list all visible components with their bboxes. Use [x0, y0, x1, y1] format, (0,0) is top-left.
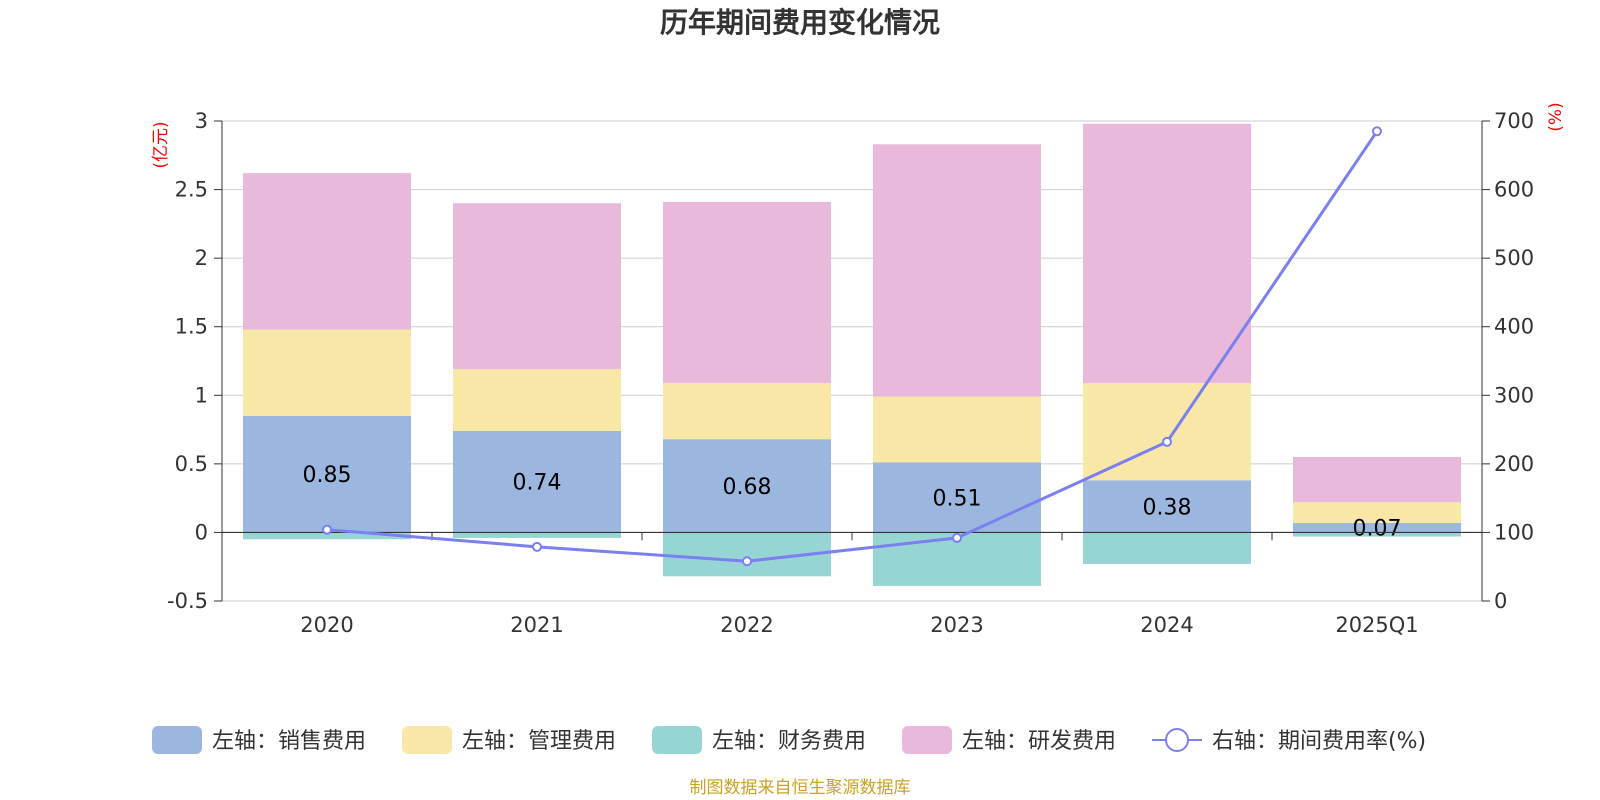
- legend-swatch: [402, 726, 452, 754]
- right-tick-label: 600: [1494, 178, 1534, 202]
- bar-0-2025Q1: [1293, 522, 1461, 533]
- rate-point: [742, 556, 752, 567]
- rate-point: [1372, 126, 1382, 137]
- category-label: 2024: [1140, 613, 1193, 637]
- legend-swatch: [152, 726, 202, 754]
- category-label: 2025Q1: [1335, 613, 1418, 637]
- bar-1-2020: [243, 329, 411, 416]
- legend-label: 左轴：研发费用: [962, 729, 1116, 754]
- bar-value-label: 0.51: [933, 486, 982, 511]
- bar-2-2021: [453, 532, 621, 538]
- left-axis-ticks: 3 2.5 2 1.5 1 0.5 0 -0.5: [167, 109, 222, 613]
- left-tick-label: 1: [195, 383, 208, 407]
- bar-1-2021: [453, 369, 621, 431]
- bar-3-2021: [453, 203, 621, 370]
- right-tick-label: 500: [1494, 246, 1534, 270]
- category-label: 2020: [300, 613, 353, 637]
- bar-0-2020: [243, 415, 411, 533]
- bar-2-2024: [1083, 532, 1251, 564]
- bar-value-label: 0.74: [513, 471, 562, 496]
- legend-swatch: [902, 726, 952, 754]
- bar-3-2020: [243, 173, 411, 330]
- bar-value-label: 0.68: [723, 475, 772, 500]
- bar-value-label: 0.85: [303, 463, 352, 488]
- bar-0-2022: [663, 439, 831, 533]
- rate-point: [532, 541, 542, 552]
- rate-line-series: [322, 126, 1382, 567]
- legend-label: 左轴：销售费用: [212, 729, 366, 754]
- left-tick-label: 3: [195, 109, 208, 133]
- left-tick-label: 2.5: [175, 178, 208, 202]
- bar-3-2023: [873, 144, 1041, 397]
- bar-3-2024: [1083, 123, 1251, 383]
- bar-3-2022: [663, 201, 831, 383]
- rate-point: [952, 532, 962, 543]
- bar-2-2025Q1: [1293, 532, 1461, 537]
- left-axis-unit: (亿元): [151, 121, 171, 168]
- bar-0-2024: [1083, 480, 1251, 533]
- rate-point: [322, 524, 332, 535]
- left-tick-label: -0.5: [167, 589, 208, 613]
- legend-label: 左轴：管理费用: [462, 729, 616, 754]
- axes: [221, 121, 1483, 601]
- right-tick-label: 700: [1494, 109, 1534, 133]
- right-axis-unit: (%): [1546, 102, 1566, 131]
- category-label: 2022: [720, 613, 773, 637]
- bar-value-label: 0.38: [1143, 495, 1192, 520]
- left-tick-label: 1.5: [175, 315, 208, 339]
- bar-1-2024: [1083, 382, 1251, 481]
- legend-label: 右轴：期间费用率(%): [1212, 729, 1426, 754]
- bar-0-2023: [873, 462, 1041, 533]
- left-tick-label: 0.5: [175, 452, 208, 476]
- bar-1-2025Q1: [1293, 502, 1461, 523]
- rate-line: [326, 130, 1379, 563]
- legend-label: 左轴：财务费用: [712, 729, 866, 754]
- source-note: 制图数据来自恒生聚源数据库: [690, 778, 911, 798]
- category-label: 2021: [510, 613, 563, 637]
- right-axis-ticks: 700 600 500 400 300 200 100 0: [1482, 109, 1534, 613]
- legend-marker: [1165, 728, 1189, 752]
- category-labels: 2020 2021 2022 2023 2024 2025Q1: [300, 613, 1418, 637]
- bar-1-2023: [873, 396, 1041, 463]
- right-tick-label: 300: [1494, 383, 1534, 407]
- bar-1-2022: [663, 382, 831, 440]
- left-tick-label: 2: [195, 246, 208, 270]
- left-tick-label: 0: [195, 520, 208, 544]
- bar-0-2021: [453, 430, 621, 533]
- category-label: 2023: [930, 613, 983, 637]
- right-tick-label: 0: [1494, 589, 1507, 613]
- right-tick-label: 400: [1494, 315, 1534, 339]
- bar-3-2025Q1: [1293, 457, 1461, 503]
- bar-series: 0.85 0.74 0.68 0.51 0.38 0.07: [243, 123, 1461, 586]
- chart-title: 历年期间费用变化情况: [660, 6, 940, 39]
- legend: 左轴：销售费用 左轴：管理费用 左轴：财务费用 左轴：研发费用 右轴：期间费用率(%): [152, 726, 1426, 754]
- bar-2-2020: [243, 532, 411, 540]
- right-tick-label: 100: [1494, 520, 1534, 544]
- legend-swatch: [652, 726, 702, 754]
- bar-value-label: 0.07: [1353, 517, 1402, 542]
- right-tick-label: 200: [1494, 452, 1534, 476]
- rate-point: [1162, 436, 1172, 447]
